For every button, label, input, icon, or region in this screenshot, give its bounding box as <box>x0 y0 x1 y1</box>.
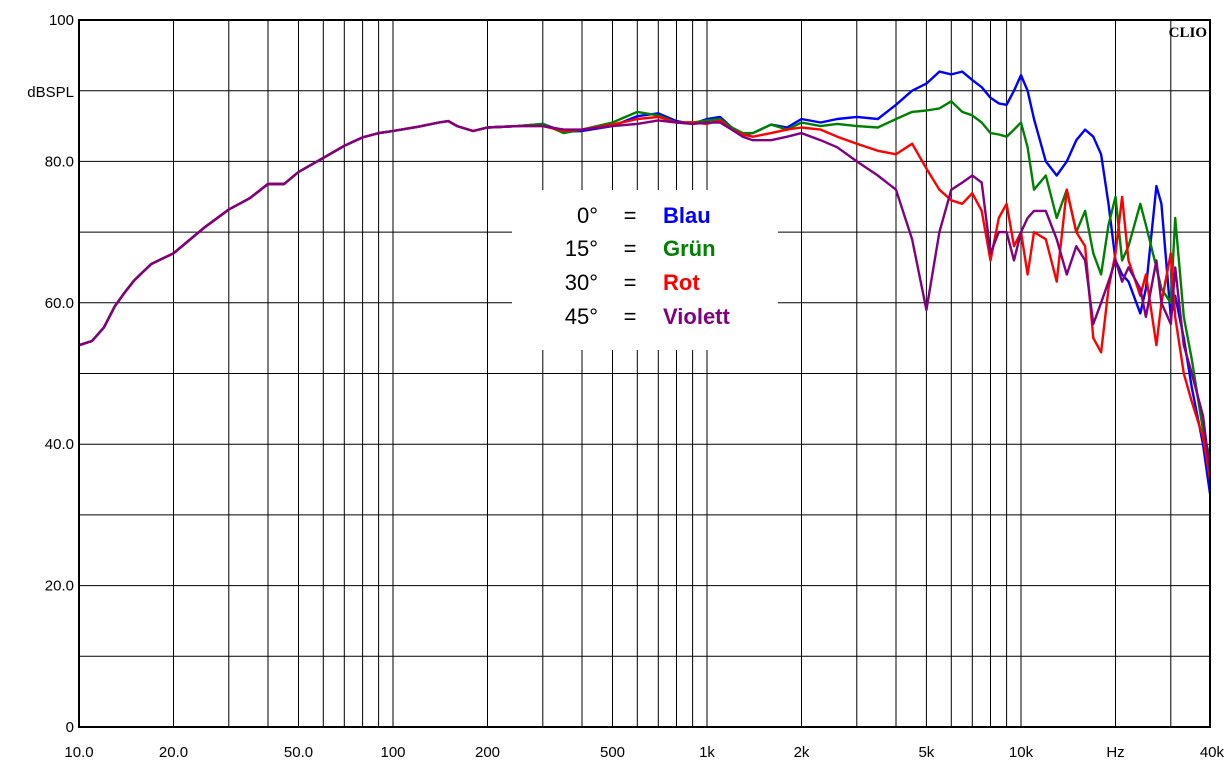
legend-angle: 30° <box>565 270 598 295</box>
x-tick-label: 500 <box>600 744 625 761</box>
x-tick-label: 10.0 <box>64 744 93 761</box>
y-tick-label: 100 <box>49 12 74 29</box>
y-tick-label: 0 <box>66 719 74 736</box>
x-tick-label: 5k <box>918 744 934 761</box>
legend-equals: = <box>624 270 637 295</box>
x-tick-label: 2k <box>794 744 810 761</box>
x-tick-label: 10k <box>1009 744 1034 761</box>
brand-logo-text: CLIO <box>1169 25 1207 41</box>
legend-series-name: Grün <box>663 236 716 261</box>
legend-series-name: Blau <box>663 203 711 228</box>
legend-series-name: Violett <box>663 304 731 329</box>
plot-frame <box>78 19 1211 728</box>
legend-box <box>512 190 778 350</box>
x-tick-label: 200 <box>475 744 500 761</box>
x-tick-label: 50.0 <box>284 744 313 761</box>
series-line-3 <box>78 119 1212 473</box>
y-tick-label: 20.0 <box>45 578 74 595</box>
x-axis-ticks: 10.0 20.0 50.0 100 200 500 1k 2k 5k 10k Hz 40k <box>64 744 1224 761</box>
x-tick-label: Hz <box>1106 744 1124 761</box>
legend-equals: = <box>624 304 637 329</box>
y-axis-ticks: 0 20.0 40.0 60.0 80.0 100 <box>45 12 74 736</box>
legend-series-name: Rot <box>663 270 700 295</box>
x-tick-label: 100 <box>380 744 405 761</box>
legend-equals: = <box>624 203 637 228</box>
y-axis-unit-label: dBSPL <box>27 84 74 101</box>
legend-equals: = <box>624 236 637 261</box>
legend-angle: 0° <box>577 203 598 228</box>
legend-angle: 45° <box>565 304 598 329</box>
y-tick-label: 80.0 <box>45 153 74 170</box>
series-layer <box>78 70 1212 494</box>
y-tick-label: 60.0 <box>45 295 74 312</box>
x-tick-label: 40k <box>1200 744 1225 761</box>
x-tick-label: 20.0 <box>159 744 188 761</box>
y-tick-label: 40.0 <box>45 436 74 453</box>
legend-angle: 15° <box>565 236 598 261</box>
legend: 0° = Blau 15° = Grün 30° = Rot 45° = Vio… <box>512 190 778 350</box>
x-tick-label: 1k <box>699 744 715 761</box>
